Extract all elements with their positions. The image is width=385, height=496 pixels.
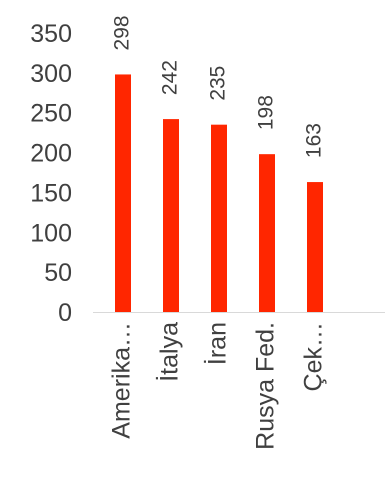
y-tick-label: 250 bbox=[30, 100, 72, 128]
category-label: İtalya bbox=[155, 322, 184, 382]
y-tick-label: 100 bbox=[30, 219, 72, 247]
data-label: 163 bbox=[303, 123, 326, 158]
category-label: Çek… bbox=[300, 322, 328, 391]
y-axis: 0 50 100 150 200 250 300 350 bbox=[30, 20, 72, 327]
y-tick-label: 50 bbox=[44, 259, 72, 287]
data-labels: 298 242 235 198 163 bbox=[111, 15, 326, 158]
bars bbox=[115, 74, 323, 313]
data-label: 198 bbox=[255, 95, 278, 130]
y-tick-label: 300 bbox=[30, 60, 72, 88]
data-label: 298 bbox=[111, 15, 134, 50]
y-tick-label: 150 bbox=[30, 179, 72, 207]
x-axis: Amerika… İtalya İran Rusya Fed. Çek… bbox=[108, 322, 328, 450]
category-label: İran bbox=[203, 322, 232, 365]
category-label: Amerika… bbox=[108, 322, 136, 439]
bar bbox=[163, 119, 179, 312]
y-tick-label: 200 bbox=[30, 140, 72, 168]
data-label: 242 bbox=[159, 60, 182, 95]
bar bbox=[307, 182, 323, 312]
bar bbox=[259, 154, 275, 312]
y-tick-label: 0 bbox=[58, 299, 72, 327]
category-label: Rusya Fed. bbox=[252, 322, 280, 450]
data-label: 235 bbox=[207, 66, 230, 101]
y-tick-label: 350 bbox=[30, 20, 72, 48]
bar bbox=[115, 74, 131, 312]
bar bbox=[211, 124, 227, 313]
